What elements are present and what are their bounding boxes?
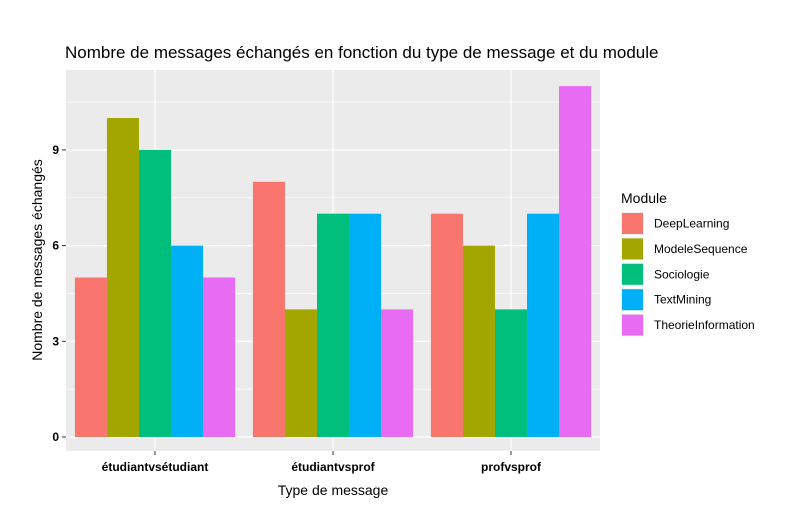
legend-swatch bbox=[622, 238, 643, 260]
bar bbox=[74, 277, 107, 437]
y-tick-label: 6 bbox=[52, 239, 59, 253]
bar bbox=[138, 149, 172, 437]
legend-label: ModeleSequence bbox=[654, 242, 748, 256]
legend: Module DeepLearning ModeleSequence Sociolo… bbox=[621, 190, 755, 337]
y-axis-title: Nombre de messages échangés bbox=[29, 159, 45, 361]
bar bbox=[494, 309, 528, 437]
bar bbox=[252, 181, 285, 437]
x-tick-label: étudiantvsétudiant bbox=[102, 460, 209, 474]
bar bbox=[527, 213, 560, 437]
bar bbox=[381, 309, 414, 437]
legend-label: Sociologie bbox=[654, 267, 710, 281]
legend-label: TextMining bbox=[654, 293, 711, 307]
bar bbox=[316, 213, 350, 437]
legend-swatch bbox=[622, 314, 643, 336]
bar bbox=[559, 86, 592, 437]
bar bbox=[171, 245, 204, 437]
y-tick-label: 0 bbox=[52, 430, 59, 444]
bar bbox=[349, 213, 382, 437]
legend-items: DeepLearning ModeleSequence Sociologie Text… bbox=[621, 212, 755, 337]
x-tick-label: étudiantvsprof bbox=[291, 460, 375, 474]
bar bbox=[430, 213, 463, 437]
y-tick-label: 9 bbox=[52, 143, 59, 157]
legend-swatch bbox=[622, 213, 643, 234]
legend-title: Module bbox=[621, 190, 667, 206]
legend-swatch bbox=[622, 263, 643, 285]
x-axis-title: Type de message bbox=[278, 482, 389, 498]
x-tick-label: profvsprof bbox=[481, 460, 542, 474]
y-axis: 0 3 6 9 bbox=[52, 143, 66, 444]
legend-swatch bbox=[622, 289, 643, 311]
legend-label: TheorieInformation bbox=[654, 318, 755, 332]
bars bbox=[74, 86, 592, 437]
bar bbox=[106, 118, 139, 437]
y-tick-label: 3 bbox=[52, 334, 59, 348]
legend-label: DeepLearning bbox=[654, 217, 729, 231]
bar bbox=[284, 309, 317, 437]
x-axis: étudiantvsétudiant étudiantvsprof profvspr… bbox=[102, 451, 542, 474]
chart-title: Nombre de messages échangés en fonction … bbox=[65, 43, 658, 62]
bar bbox=[203, 277, 236, 437]
bar bbox=[462, 245, 495, 437]
